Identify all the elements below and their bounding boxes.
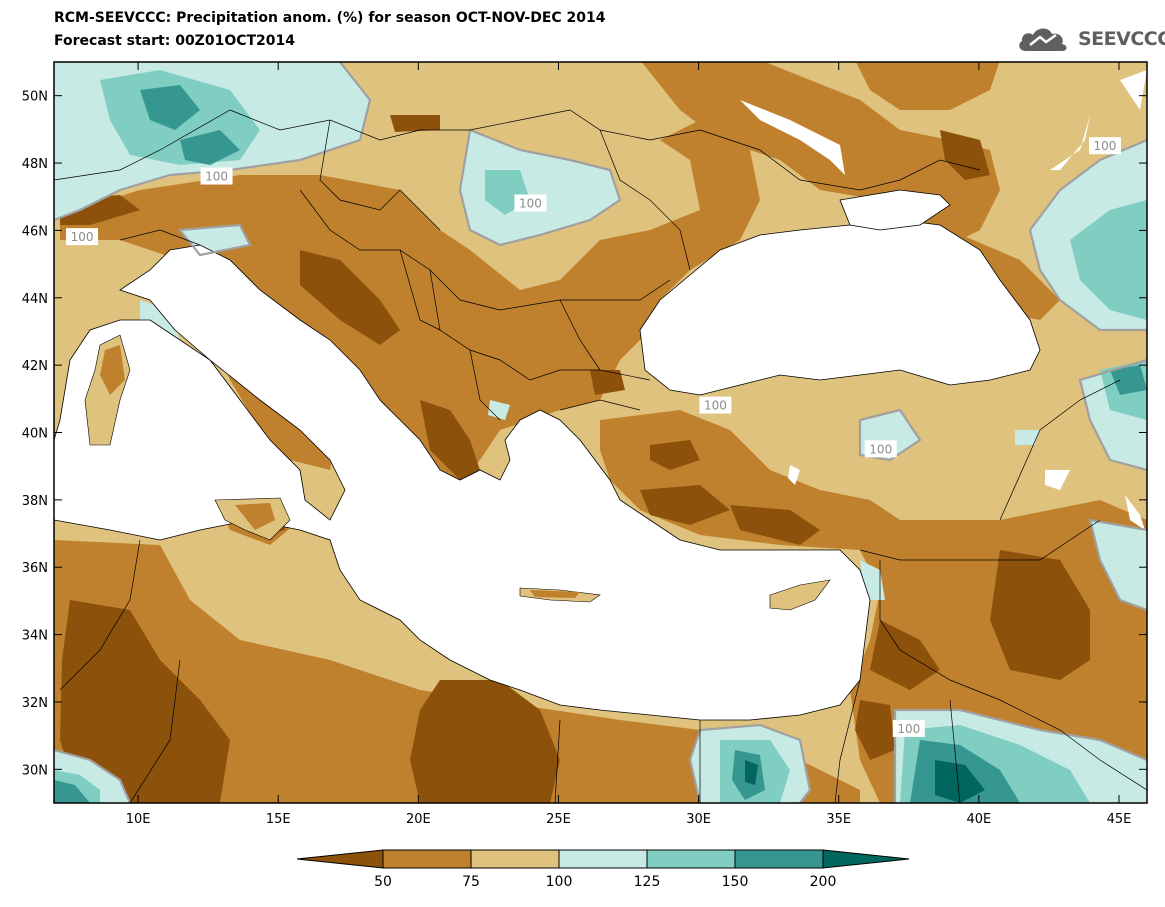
contour-label: 100 (514, 194, 547, 212)
colorbar-segment (734, 849, 824, 869)
lat-tick-label: 42N (22, 359, 48, 374)
lat-tick-label: 32N (22, 696, 48, 711)
contour-labels: 100 100 100 100 100 100 100 (66, 137, 1121, 737)
country-borders (54, 109, 1147, 803)
logo-text: SEEVCCC (1078, 28, 1165, 50)
contour-label-text: 100 (205, 170, 228, 184)
contour-label-text: 100 (897, 722, 920, 736)
colorbar-segment-max (822, 849, 910, 869)
contour-label-text: 100 (1094, 139, 1117, 153)
lat-tick-label: 38N (22, 494, 48, 509)
colorbar-label: 125 (634, 874, 661, 890)
lon-tick-label: 15E (266, 812, 291, 827)
contour-label: 100 (699, 396, 732, 414)
colorbar-segment (558, 849, 648, 869)
lon-tick-label: 10E (126, 812, 151, 827)
lat-tick-label: 44N (22, 292, 48, 307)
contour-label: 100 (66, 228, 99, 246)
field-above-200 (745, 760, 985, 803)
lon-tick-label: 40E (966, 812, 991, 827)
lat-tick-label: 46N (22, 224, 48, 239)
lon-tick-label: 25E (546, 812, 571, 827)
axis-ticks: 10E 15E 20E 25E 30E 35E 40E 45E 30N 32N 34N 36N 38N 4… (22, 62, 1147, 827)
colorbar-segment (470, 849, 560, 869)
contour-label-text: 100 (704, 399, 727, 413)
lat-tick-label: 40N (22, 427, 48, 442)
colorbar: 50 75 100 125 150 200 (296, 849, 910, 890)
contour-label: 100 (200, 167, 233, 185)
colorbar-segment-min (296, 849, 384, 869)
sea-mask (54, 189, 1041, 721)
anomaly-field (54, 62, 1147, 803)
lon-tick-label: 35E (826, 812, 851, 827)
lat-tick-label: 30N (22, 763, 48, 778)
contour-label: 100 (864, 440, 897, 458)
lon-tick-label: 20E (406, 812, 431, 827)
lon-tick-label: 30E (686, 812, 711, 827)
contour-label-text: 100 (869, 442, 892, 456)
contour-label: 100 (1088, 137, 1121, 155)
masked-slivers (740, 70, 1147, 530)
contour-label: 100 (892, 719, 925, 737)
colorbar-label: 150 (722, 874, 749, 890)
map-title: RCM-SEEVCCC: Precipitation anom. (%) for… (54, 10, 606, 26)
colorbar-segment (382, 849, 472, 869)
contour-label-text: 100 (71, 230, 94, 244)
island-anomalies (100, 345, 580, 598)
cloud-icon (1019, 28, 1067, 51)
seevccc-logo: SEEVCCC (1016, 22, 1165, 56)
colorbar-label: 100 (546, 874, 573, 890)
lat-tick-label: 36N (22, 561, 48, 576)
lat-tick-label: 50N (22, 90, 48, 105)
contour-label-text: 100 (519, 196, 542, 210)
colorbar-segment (646, 849, 736, 869)
colorbar-label: 50 (374, 874, 392, 890)
lat-tick-label: 48N (22, 157, 48, 172)
forecast-start-subtitle: Forecast start: 00Z01OCT2014 (54, 33, 296, 49)
colorbar-label: 200 (810, 874, 837, 890)
colorbar-label: 75 (462, 874, 480, 890)
lat-tick-label: 34N (22, 629, 48, 644)
lon-tick-label: 45E (1107, 812, 1132, 827)
